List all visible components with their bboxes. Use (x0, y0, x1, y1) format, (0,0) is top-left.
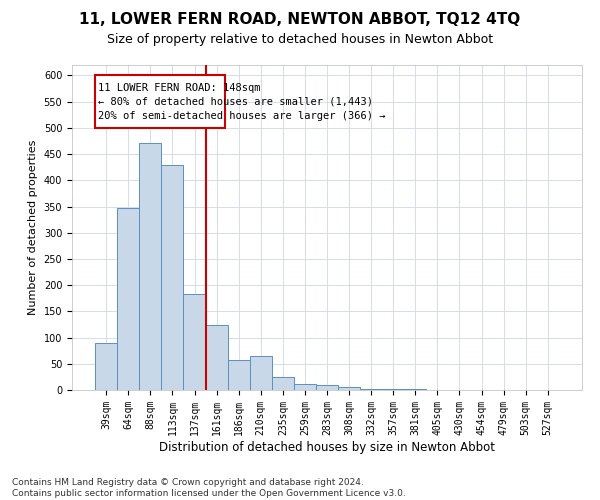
Y-axis label: Number of detached properties: Number of detached properties (28, 140, 38, 315)
Bar (95, 76, 226, 128)
Text: 11 LOWER FERN ROAD: 148sqm
← 80% of detached houses are smaller (1,443)
20% of s: 11 LOWER FERN ROAD: 148sqm ← 80% of deta… (98, 82, 386, 120)
Bar (272, 377, 294, 390)
Bar (139, 142, 161, 390)
Bar (250, 356, 272, 390)
Bar (316, 386, 338, 390)
Bar (161, 164, 184, 390)
Bar (206, 325, 227, 390)
Text: Size of property relative to detached houses in Newton Abbot: Size of property relative to detached ho… (107, 32, 493, 46)
Bar (338, 388, 360, 390)
Bar (95, 343, 117, 390)
Text: Contains HM Land Registry data © Crown copyright and database right 2024.
Contai: Contains HM Land Registry data © Crown c… (12, 478, 406, 498)
Bar (184, 294, 206, 390)
Text: 11, LOWER FERN ROAD, NEWTON ABBOT, TQ12 4TQ: 11, LOWER FERN ROAD, NEWTON ABBOT, TQ12 … (79, 12, 521, 28)
Bar (360, 389, 382, 390)
X-axis label: Distribution of detached houses by size in Newton Abbot: Distribution of detached houses by size … (159, 440, 495, 454)
Bar (227, 360, 250, 390)
Bar (117, 208, 139, 390)
Bar (294, 384, 316, 390)
